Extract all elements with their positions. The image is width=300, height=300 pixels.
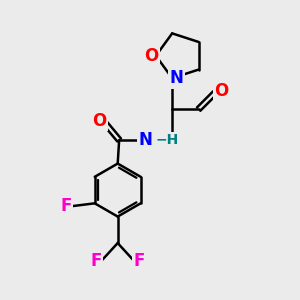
Text: N: N: [139, 131, 153, 149]
Text: −H: −H: [155, 133, 178, 147]
Text: F: F: [60, 197, 72, 215]
Text: O: O: [214, 82, 229, 100]
Text: O: O: [92, 112, 106, 130]
Text: F: F: [134, 252, 145, 270]
Text: N: N: [169, 69, 184, 87]
Text: O: O: [144, 47, 159, 65]
Text: F: F: [91, 252, 102, 270]
